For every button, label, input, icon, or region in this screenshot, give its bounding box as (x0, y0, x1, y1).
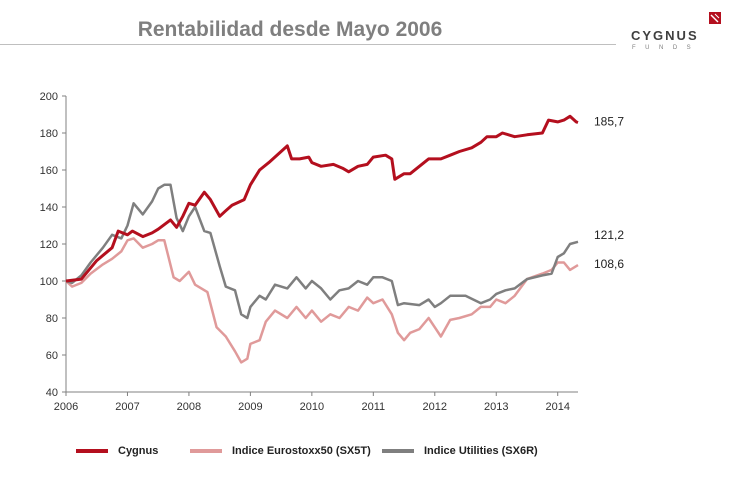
legend-label: Indice Utilities (SX6R) (424, 445, 538, 457)
y-tick-label: 80 (46, 313, 58, 325)
logo-mark-icon (709, 12, 721, 24)
y-tick-label: 140 (40, 202, 58, 214)
y-tick-label: 160 (40, 165, 58, 177)
x-tick-label: 2011 (361, 401, 385, 413)
series-line-0 (65, 114, 579, 283)
y-tick-label: 60 (46, 350, 58, 362)
series-line-2 (65, 183, 579, 320)
x-tick-label: 2007 (115, 401, 139, 413)
y-tick-label: 100 (40, 276, 58, 288)
end-value-label-2: 121,2 (594, 228, 624, 242)
end-value-label-1: 108,6 (594, 257, 624, 271)
y-tick-label: 120 (40, 239, 58, 251)
title-divider (0, 44, 616, 45)
x-tick-label: 2012 (423, 401, 447, 413)
page-title: Rentabilidad desde Mayo 2006 (137, 18, 443, 41)
brand-logo: CYGNUS FUNDS (628, 8, 723, 53)
x-tick-label: 2008 (177, 401, 201, 413)
y-tick-label: 200 (40, 91, 58, 103)
logo-name: CYGNUS (631, 28, 699, 43)
chart-legend: Cygnus Indice Eurostoxx50 (SX5T) Indice Ut… (0, 445, 730, 465)
x-tick-label: 2014 (545, 401, 569, 413)
y-tick-label: 180 (40, 128, 58, 140)
x-tick-label: 2009 (238, 401, 262, 413)
y-tick-label: 40 (46, 387, 58, 399)
legend-swatch (190, 449, 222, 453)
x-tick-label: 2013 (484, 401, 508, 413)
legend-label: Cygnus (118, 445, 159, 457)
legend-item-1: Indice Eurostoxx50 (SX5T) (190, 445, 371, 457)
legend-item-0: Cygnus (76, 445, 158, 457)
logo-subtitle: FUNDS (632, 45, 701, 51)
legend-label: Indice Eurostoxx50 (SX5T) (232, 445, 371, 457)
legend-item-2: Indice Utilities (SX6R) (382, 445, 538, 457)
x-tick-label: 2006 (54, 401, 78, 413)
end-value-label-0: 185,7 (594, 114, 624, 128)
series-line-1 (65, 237, 579, 364)
legend-swatch (382, 449, 414, 453)
legend-swatch (76, 449, 108, 453)
x-tick-label: 2010 (300, 401, 324, 413)
